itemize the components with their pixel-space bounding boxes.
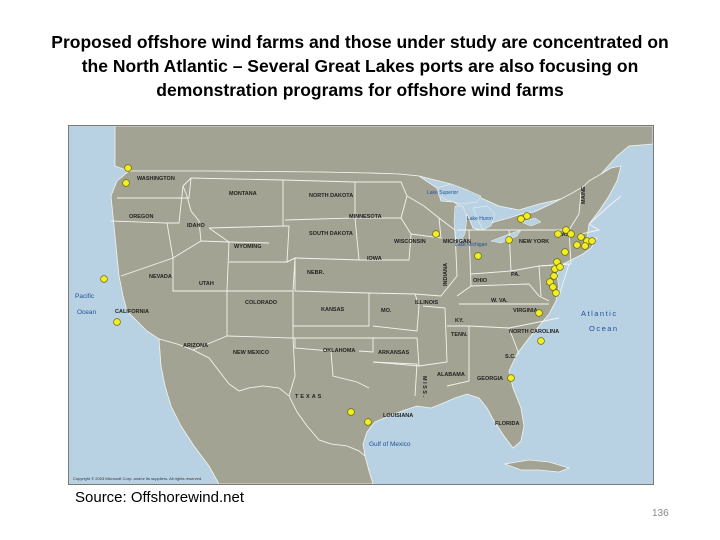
wind-site-marker — [113, 318, 121, 326]
lake-michigan-label: Lake Michigan — [455, 242, 487, 248]
state-label-north-dakota: NORTH DAKOTA — [309, 193, 353, 199]
state-label-utah: UTAH — [199, 281, 214, 287]
slide-title: Proposed offshore wind farms and those u… — [10, 30, 710, 102]
state-label-illinois: ILLINOIS — [415, 300, 439, 306]
state-label-virginia: VIRGINIA — [513, 308, 537, 314]
state-label-north-carolina: NORTH CAROLINA — [509, 329, 559, 335]
wind-site-marker — [537, 337, 545, 345]
wind-site-marker — [432, 230, 440, 238]
state-label-california: CALIFORNIA — [115, 309, 149, 315]
state-label-alabama: ALABAMA — [437, 372, 465, 378]
state-label-nevada: NEVADA — [149, 274, 172, 280]
wind-site-marker — [505, 236, 513, 244]
great-lakes — [436, 183, 542, 245]
state-label-new-york: NEW YORK — [519, 239, 549, 245]
state-label-south-dakota: SOUTH DAKOTA — [309, 231, 353, 237]
state-label-massachusetts: MASS. — [557, 232, 575, 238]
state-label-new-mexico: NEW MEXICO — [233, 350, 270, 356]
wind-site-marker — [573, 241, 581, 249]
cuba-landmass — [503, 459, 571, 473]
state-label-kansas: KANSAS — [321, 307, 345, 313]
state-label-minnesota: MINNESOTA — [349, 214, 382, 220]
state-label-arizona: ARIZONA — [183, 343, 208, 349]
map-copyright: Copyright © 2003 Microsoft Corp. and/or … — [73, 476, 202, 481]
state-label-idaho: IDAHO — [187, 223, 205, 229]
wind-site-marker — [523, 212, 531, 220]
wind-site-marker — [364, 418, 372, 426]
state-label-tennessee: TENN. — [451, 332, 468, 338]
state-label-nebraska: NEBR. — [307, 270, 325, 276]
wind-site-marker — [474, 252, 482, 260]
pacific-ocean-label: Ocean — [77, 309, 97, 316]
state-label-oklahoma: OKLAHOMA — [323, 348, 355, 354]
title-line-2: the North Atlantic – Several Great Lakes… — [81, 56, 639, 76]
state-label-wisconsin: WISCONSIN — [394, 239, 426, 245]
wind-site-marker — [517, 215, 525, 223]
state-label-washington: WASHINGTON — [137, 176, 175, 182]
wind-site-marker — [122, 179, 130, 187]
wind-site-marker — [561, 248, 569, 256]
lake-superior-label: Lake Superior — [427, 190, 458, 196]
wind-site-marker — [581, 242, 589, 250]
state-label-iowa: IOWA — [367, 256, 382, 262]
wind-site-marker — [556, 263, 564, 271]
state-label-missouri: MO. — [381, 308, 392, 314]
state-label-wyoming: WYOMING — [234, 244, 262, 250]
wind-site-marker — [562, 226, 570, 234]
us-map-svg: Pacific Ocean Atlantic Ocean Gulf of Mex… — [69, 126, 653, 484]
state-borders — [110, 177, 622, 397]
wind-site-marker — [100, 275, 108, 283]
state-label-ohio: OHIO — [473, 278, 488, 284]
state-label-pennsylvania: PA. — [511, 272, 520, 278]
atlantic-ocean-label: Ocean — [589, 324, 619, 333]
wind-site-marker — [124, 164, 132, 172]
wind-site-marker — [507, 374, 515, 382]
pacific-label: Pacific — [75, 293, 95, 300]
title-line-3: demonstration programs for offshore wind… — [156, 80, 564, 100]
state-label-maine: MAINE — [581, 186, 587, 204]
state-label-west-virginia: W. VA. — [491, 298, 508, 304]
lake-huron-label: Lake Huron — [467, 216, 493, 222]
wind-site-marker — [535, 309, 543, 317]
wind-site-marker — [554, 230, 562, 238]
wind-site-marker — [552, 289, 560, 297]
state-label-louisiana: LOUISIANA — [383, 413, 413, 419]
mexico-landmass — [158, 338, 374, 484]
state-label-mississippi: MISS. — [421, 376, 427, 398]
state-label-georgia: GEORGIA — [477, 376, 503, 382]
us-map: Pacific Ocean Atlantic Ocean Gulf of Mex… — [68, 125, 654, 485]
wind-site-marker — [549, 283, 557, 291]
state-label-south-carolina: S.C. — [505, 354, 516, 360]
title-line-1: Proposed offshore wind farms and those u… — [51, 32, 669, 52]
wind-site-marker — [577, 233, 585, 241]
state-label-oregon: OREGON — [129, 214, 153, 220]
state-label-florida: FLORIDA — [495, 421, 519, 427]
page-number: 136 — [652, 508, 669, 519]
wind-site-marker — [347, 408, 355, 416]
gulf-of-mexico-label: Gulf of Mexico — [369, 441, 411, 448]
state-label-montana: MONTANA — [229, 191, 257, 197]
state-label-colorado: COLORADO — [245, 300, 278, 306]
source-caption: Source: Offshorewind.net — [75, 489, 244, 506]
state-label-kentucky: KY. — [455, 318, 464, 324]
wind-site-marker — [567, 230, 575, 238]
state-label-michigan: MICHIGAN — [443, 239, 471, 245]
state-label-arkansas: ARKANSAS — [378, 350, 410, 356]
atlantic-label: Atlantic — [581, 309, 618, 318]
state-label-indiana: INDIANA — [443, 263, 449, 286]
state-label-texas: TEXAS — [295, 394, 323, 400]
wind-site-marker — [550, 272, 558, 280]
wind-farm-sites — [100, 164, 596, 426]
wind-site-marker — [588, 237, 596, 245]
